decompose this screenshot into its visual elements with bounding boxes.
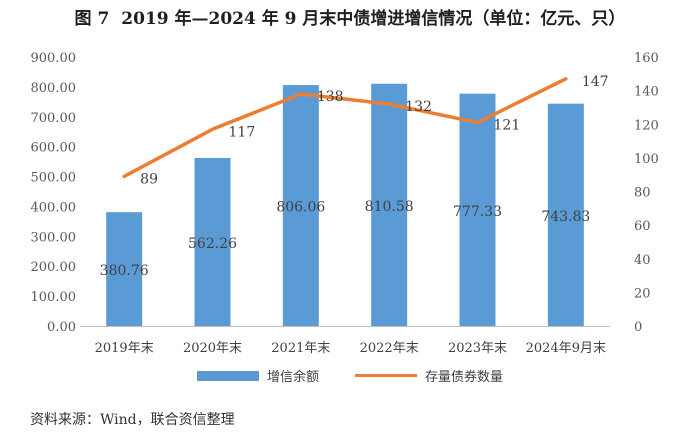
y-right-tick-label: 100	[634, 152, 659, 167]
bar-data-label: 806.06	[276, 200, 325, 216]
y-left-tick-label: 0.00	[47, 320, 76, 335]
x-tick-label: 2019年末	[95, 341, 154, 356]
bar-data-label: 562.26	[188, 236, 237, 252]
y-left-tick-label: 400.00	[31, 200, 77, 215]
y-right-tick-label: 40	[634, 253, 651, 268]
bar	[371, 83, 408, 326]
y-left-tick-label: 200.00	[31, 260, 77, 275]
bar-data-label: 380.76	[100, 263, 149, 279]
y-left-tick-label: 900.00	[31, 51, 77, 66]
bar	[194, 157, 231, 326]
title-text: 2019 年—2024 年 9 月末中债增进增信情况（单位：亿元、只）	[121, 9, 626, 29]
y-left-tick-label: 700.00	[31, 111, 77, 126]
chart-title: 图 7 2019 年—2024 年 9 月末中债增进增信情况（单位：亿元、只）	[0, 4, 700, 29]
line-data-label: 89	[140, 171, 158, 187]
series-line	[122, 77, 568, 179]
line-data-label: 147	[582, 74, 609, 90]
x-tick-label: 2023年末	[448, 341, 507, 356]
line-data-label: 121	[494, 118, 521, 134]
y-right-tick-label: 140	[634, 85, 659, 100]
line-data-label: 117	[229, 124, 256, 140]
y-left-tick-label: 100.00	[31, 290, 77, 305]
y-left-tick-label: 300.00	[31, 230, 77, 245]
legend-swatch-line	[355, 374, 417, 377]
bar	[106, 212, 143, 326]
x-tick-label: 2024年9月末	[526, 341, 606, 356]
y-right-tick-label: 120	[634, 118, 659, 133]
y-left-tick-label: 600.00	[31, 141, 77, 156]
y-right-tick-label: 80	[634, 186, 651, 201]
figure-label: 图 7	[74, 9, 110, 29]
y-left-tick-label: 800.00	[31, 81, 77, 96]
bar	[459, 93, 496, 326]
legend-item-line: 存量债券数量	[355, 366, 503, 385]
y-right-tick-label: 60	[634, 219, 651, 234]
x-tick-label: 2021年末	[271, 341, 330, 356]
bar-data-label: 743.83	[541, 209, 590, 225]
line-data-label: 138	[317, 89, 344, 105]
y-right-tick-label: 160	[634, 51, 659, 66]
y-right-tick-label: 0	[634, 320, 642, 335]
x-tick-label: 2020年末	[183, 341, 242, 356]
bar-data-label: 810.58	[365, 199, 414, 215]
y-right-tick-label: 20	[634, 286, 651, 301]
bar	[282, 85, 319, 326]
legend-item-bar: 增信余额	[196, 366, 319, 385]
bar-data-label: 777.33	[453, 204, 502, 220]
line-data-label: 132	[405, 99, 432, 115]
x-tick-label: 2022年末	[360, 341, 419, 356]
legend-label-bar: 增信余额	[266, 370, 319, 385]
legend: 增信余额 存量债券数量	[0, 366, 700, 385]
source-note: 资料来源：Wind，联合资信整理	[30, 412, 235, 428]
bar	[547, 103, 584, 326]
legend-label-line: 存量债券数量	[425, 370, 504, 385]
y-left-tick-label: 500.00	[31, 171, 77, 186]
legend-swatch-bar	[196, 370, 259, 381]
